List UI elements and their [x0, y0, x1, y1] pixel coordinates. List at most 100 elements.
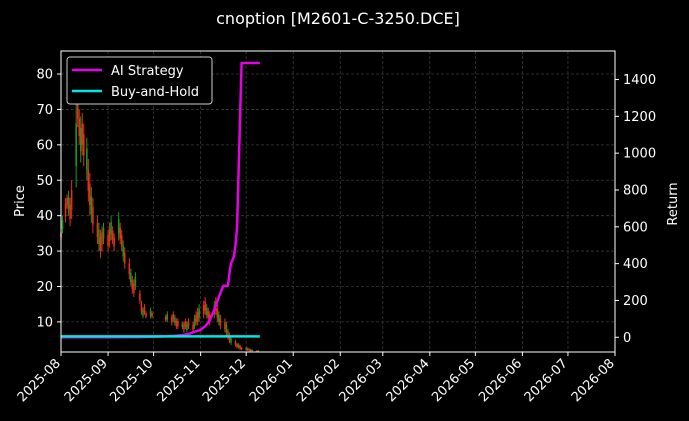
- candle-body: [184, 321, 187, 327]
- candle-body: [183, 324, 185, 330]
- candle-body: [69, 205, 71, 220]
- candle-body: [239, 346, 241, 349]
- candle-body: [172, 313, 175, 320]
- candle-body: [119, 228, 121, 239]
- y-tick-label: 50: [36, 174, 53, 189]
- y-tick-label: 30: [36, 245, 53, 260]
- candle-body: [228, 335, 231, 341]
- candle-body: [140, 304, 143, 312]
- candle-body: [142, 310, 144, 316]
- candle-body: [82, 134, 85, 156]
- candle-body: [117, 219, 120, 234]
- candle-body: [90, 196, 93, 214]
- candle-body: [107, 235, 109, 246]
- candle-body: [181, 323, 184, 328]
- y-axis-left: 10 20 30 40 50 60 70 80: [36, 68, 61, 330]
- line-series: [61, 61, 260, 339]
- y-tick-label: 60: [36, 138, 53, 153]
- candle-body: [128, 263, 131, 275]
- candle-body: [98, 229, 100, 244]
- candle-body: [230, 338, 232, 343]
- candle-body: [207, 311, 210, 319]
- candle-body: [108, 228, 111, 242]
- candle-body: [75, 123, 77, 167]
- candle-body: [248, 349, 251, 351]
- y-tick-label: 40: [36, 209, 53, 224]
- y-tick-label: 80: [36, 68, 53, 83]
- candle-body: [86, 148, 88, 170]
- candle-body: [198, 308, 200, 318]
- candle-body: [218, 314, 220, 322]
- candle-body: [143, 306, 146, 313]
- y-tick-label: 70: [36, 103, 53, 118]
- y2-axis-label: Return: [666, 182, 681, 225]
- candle-body: [145, 313, 147, 317]
- candle-body: [87, 169, 90, 191]
- candle-body: [257, 350, 260, 352]
- y2-tick-label: 1200: [623, 110, 656, 125]
- candle-body: [70, 189, 73, 210]
- candle-body: [237, 344, 240, 348]
- candle-body: [61, 220, 64, 229]
- candle-body: [123, 252, 126, 264]
- candle-body: [246, 348, 249, 351]
- candlestick-series: [60, 91, 260, 352]
- candle-body: [193, 318, 196, 326]
- candle-body: [174, 317, 176, 323]
- candle-body: [111, 230, 114, 240]
- candle-body: [219, 318, 222, 326]
- candle-body: [122, 245, 125, 257]
- candle-body: [177, 321, 179, 327]
- candle-body: [205, 307, 208, 315]
- candle-body: [195, 314, 197, 322]
- candle-body: [245, 347, 247, 350]
- legend-label-buy-and-hold: Buy-and-Hold: [111, 85, 199, 100]
- candle-body: [149, 310, 152, 316]
- y2-tick-label: 800: [623, 183, 648, 198]
- candle-body: [101, 232, 103, 245]
- candle-body: [227, 331, 229, 337]
- legend-label-ai-strategy: AI Strategy: [111, 64, 184, 79]
- chart-title: cnoption [M2601-C-3250.DCE]: [216, 9, 460, 28]
- candle-body: [216, 308, 219, 318]
- candle-body: [225, 325, 228, 333]
- candle-body: [67, 197, 70, 210]
- candle-body: [187, 321, 190, 327]
- candle-body: [151, 313, 153, 317]
- candle-body: [192, 324, 194, 330]
- y2-tick-label: 600: [623, 220, 648, 235]
- candle-body: [133, 283, 135, 293]
- candle-body: [240, 347, 243, 350]
- legend-box: [66, 56, 213, 105]
- candle-body: [139, 293, 141, 301]
- candle-body: [166, 313, 169, 320]
- y-axis-label: Price: [13, 185, 28, 217]
- candle-body: [89, 183, 91, 206]
- y2-tick-label: 400: [623, 257, 648, 272]
- candle-body: [81, 123, 84, 145]
- y-axis-right: 0 200 400 600 800 1000 1200 1400: [615, 73, 656, 346]
- candle-body: [66, 197, 68, 206]
- candle-body: [186, 324, 188, 330]
- candle-body: [64, 204, 67, 217]
- candle-body: [171, 317, 173, 323]
- candle-body: [249, 349, 252, 351]
- candle-body: [175, 321, 178, 327]
- candle-body: [134, 276, 137, 286]
- y2-tick-label: 0: [623, 331, 631, 346]
- candle-body: [234, 341, 237, 345]
- legend: AI Strategy Buy-and-Hold: [66, 56, 213, 105]
- candle-body: [164, 316, 167, 321]
- candle-body: [204, 301, 206, 311]
- candle-body: [92, 206, 94, 225]
- candle-body: [196, 312, 199, 322]
- candle-body: [236, 344, 238, 348]
- candle-body: [202, 305, 205, 314]
- candle-body: [76, 100, 79, 119]
- candle-body: [96, 222, 99, 237]
- candle-body: [99, 236, 102, 252]
- candle-body: [102, 228, 105, 239]
- y-tick-label: 10: [36, 315, 53, 330]
- y2-tick-label: 1000: [623, 147, 656, 162]
